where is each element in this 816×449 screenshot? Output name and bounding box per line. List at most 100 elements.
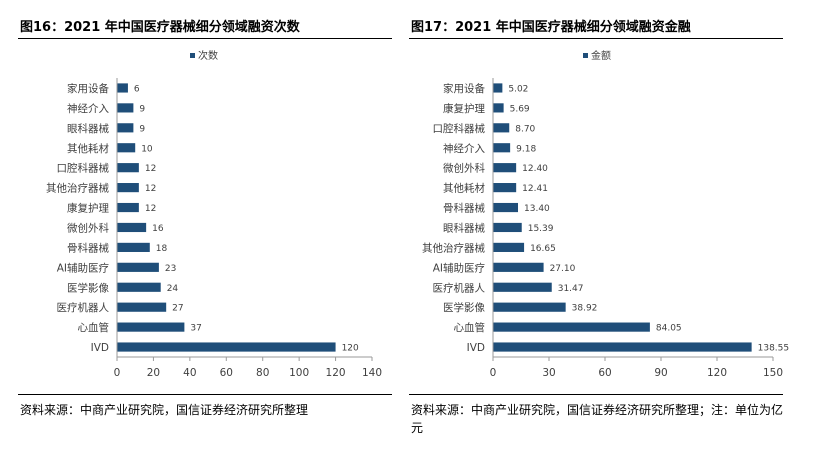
legend-label: 金额 bbox=[591, 49, 611, 62]
data-label: 38.92 bbox=[572, 304, 598, 314]
data-label: 12 bbox=[145, 164, 156, 174]
x-tick-label: 60 bbox=[598, 367, 611, 379]
bar-13 bbox=[493, 342, 752, 352]
bar-8 bbox=[493, 242, 525, 252]
data-label: 9.18 bbox=[516, 144, 536, 154]
category-label: 家用设备 bbox=[443, 82, 485, 95]
x-tick-label: 0 bbox=[490, 367, 497, 379]
data-label: 9 bbox=[139, 124, 145, 134]
data-label: 9 bbox=[139, 104, 145, 114]
category-label: AI辅助医疗 bbox=[433, 261, 486, 274]
category-label: 医疗机器人 bbox=[433, 281, 486, 294]
bar-6 bbox=[117, 202, 139, 213]
bar-12 bbox=[493, 322, 650, 332]
x-tick-label: 60 bbox=[220, 367, 233, 379]
data-label: 8.70 bbox=[515, 124, 535, 134]
category-label: 其他治疗器械 bbox=[422, 241, 485, 254]
bar-4 bbox=[117, 163, 139, 173]
data-label: 16 bbox=[152, 224, 164, 234]
category-label: 医学影像 bbox=[443, 301, 485, 314]
legend-label: 次数 bbox=[198, 49, 218, 62]
x-tick-label: 120 bbox=[326, 367, 346, 379]
bar-0 bbox=[117, 83, 128, 93]
data-label: 5.02 bbox=[508, 84, 528, 94]
chart-panel-right: 图17：2021 年中国医疗器械细分领域融资金融 金额家用设备 5.02 康复护理 5… bbox=[409, 0, 801, 449]
data-label: 5.69 bbox=[510, 104, 530, 114]
data-label: 37 bbox=[190, 324, 201, 334]
data-label: 10 bbox=[141, 144, 153, 154]
bar-7 bbox=[493, 222, 522, 233]
data-label: 12.40 bbox=[522, 164, 548, 174]
title-rule bbox=[409, 38, 783, 39]
category-label: 医学影像 bbox=[67, 281, 109, 294]
x-tick-label: 150 bbox=[763, 367, 783, 379]
x-tick-label: 0 bbox=[114, 367, 121, 379]
category-label: 心血管 bbox=[78, 321, 110, 334]
data-label: 23 bbox=[165, 264, 176, 274]
data-label: 18 bbox=[156, 244, 168, 254]
bar-5 bbox=[117, 183, 139, 193]
bar-12 bbox=[117, 322, 185, 332]
x-tick-label: 20 bbox=[147, 367, 160, 379]
bar-6 bbox=[493, 202, 519, 213]
bar-1 bbox=[117, 103, 134, 113]
source-note: 资料来源：中商产业研究院，国信证券经济研究所整理 bbox=[20, 403, 309, 417]
bar-11 bbox=[117, 302, 167, 312]
data-label: 12 bbox=[145, 184, 156, 194]
category-label: 眼科器械 bbox=[443, 221, 485, 234]
source-note: 资料来源：中商产业研究院，国信证券经济研究所整理；注：单位为亿元 bbox=[411, 403, 784, 435]
x-tick-label: 100 bbox=[289, 367, 309, 379]
category-label: 神经介入 bbox=[443, 142, 485, 155]
category-label: 口腔科器械 bbox=[433, 122, 486, 135]
data-label: 27 bbox=[172, 304, 183, 314]
legend-swatch bbox=[583, 53, 588, 58]
data-label: 16.65 bbox=[530, 244, 556, 254]
category-label: 心血管 bbox=[454, 321, 486, 334]
category-label: IVD bbox=[467, 342, 485, 354]
legend: 次数 bbox=[190, 49, 218, 62]
chart-panel-left: 图16：2021 年中国医疗器械细分领域融资次数 次数家用设备 6 神经介入 9 眼科器… bbox=[18, 0, 410, 449]
data-label: 15.39 bbox=[528, 224, 554, 234]
category-label: 医疗机器人 bbox=[57, 301, 110, 314]
data-label: 12.41 bbox=[522, 184, 548, 194]
category-label: 康复护理 bbox=[67, 202, 109, 215]
figure-title: 图16：2021 年中国医疗器械细分领域融资次数 bbox=[20, 20, 300, 35]
title-rule bbox=[18, 38, 392, 39]
category-label: IVD bbox=[91, 342, 109, 354]
x-tick-label: 90 bbox=[654, 367, 667, 379]
category-label: 其他治疗器械 bbox=[46, 182, 109, 195]
x-tick-label: 40 bbox=[183, 367, 196, 379]
category-label: 神经介入 bbox=[67, 102, 109, 115]
data-label: 120 bbox=[342, 344, 359, 354]
x-tick-label: 30 bbox=[542, 367, 555, 379]
category-label: 家用设备 bbox=[67, 82, 109, 95]
category-label: 其他耗材 bbox=[67, 142, 109, 155]
x-tick-label: 80 bbox=[256, 367, 269, 379]
bar-4 bbox=[493, 163, 517, 173]
x-tick-label: 140 bbox=[362, 367, 382, 379]
legend-swatch bbox=[190, 53, 195, 58]
category-label: 骨科器械 bbox=[67, 241, 109, 254]
figure-title: 图17：2021 年中国医疗器械细分领域融资金融 bbox=[411, 20, 691, 35]
data-label: 6 bbox=[134, 84, 140, 94]
category-label: 微创外科 bbox=[443, 162, 485, 175]
category-label: 骨科器械 bbox=[443, 202, 485, 215]
data-label: 138.55 bbox=[758, 344, 790, 354]
bar-7 bbox=[117, 222, 147, 233]
bar-13 bbox=[117, 342, 336, 352]
bar-9 bbox=[117, 262, 159, 272]
category-label: 口腔科器械 bbox=[57, 162, 110, 175]
bar-2 bbox=[493, 123, 510, 133]
data-label: 24 bbox=[167, 284, 179, 294]
category-label: 康复护理 bbox=[443, 102, 485, 115]
category-label: 眼科器械 bbox=[67, 122, 109, 135]
bar-8 bbox=[117, 242, 150, 252]
bar-0 bbox=[493, 83, 503, 93]
source-rule bbox=[409, 394, 783, 395]
data-label: 84.05 bbox=[656, 324, 682, 334]
bar-3 bbox=[117, 143, 136, 153]
bar-10 bbox=[117, 282, 161, 292]
legend: 金额 bbox=[583, 49, 611, 62]
